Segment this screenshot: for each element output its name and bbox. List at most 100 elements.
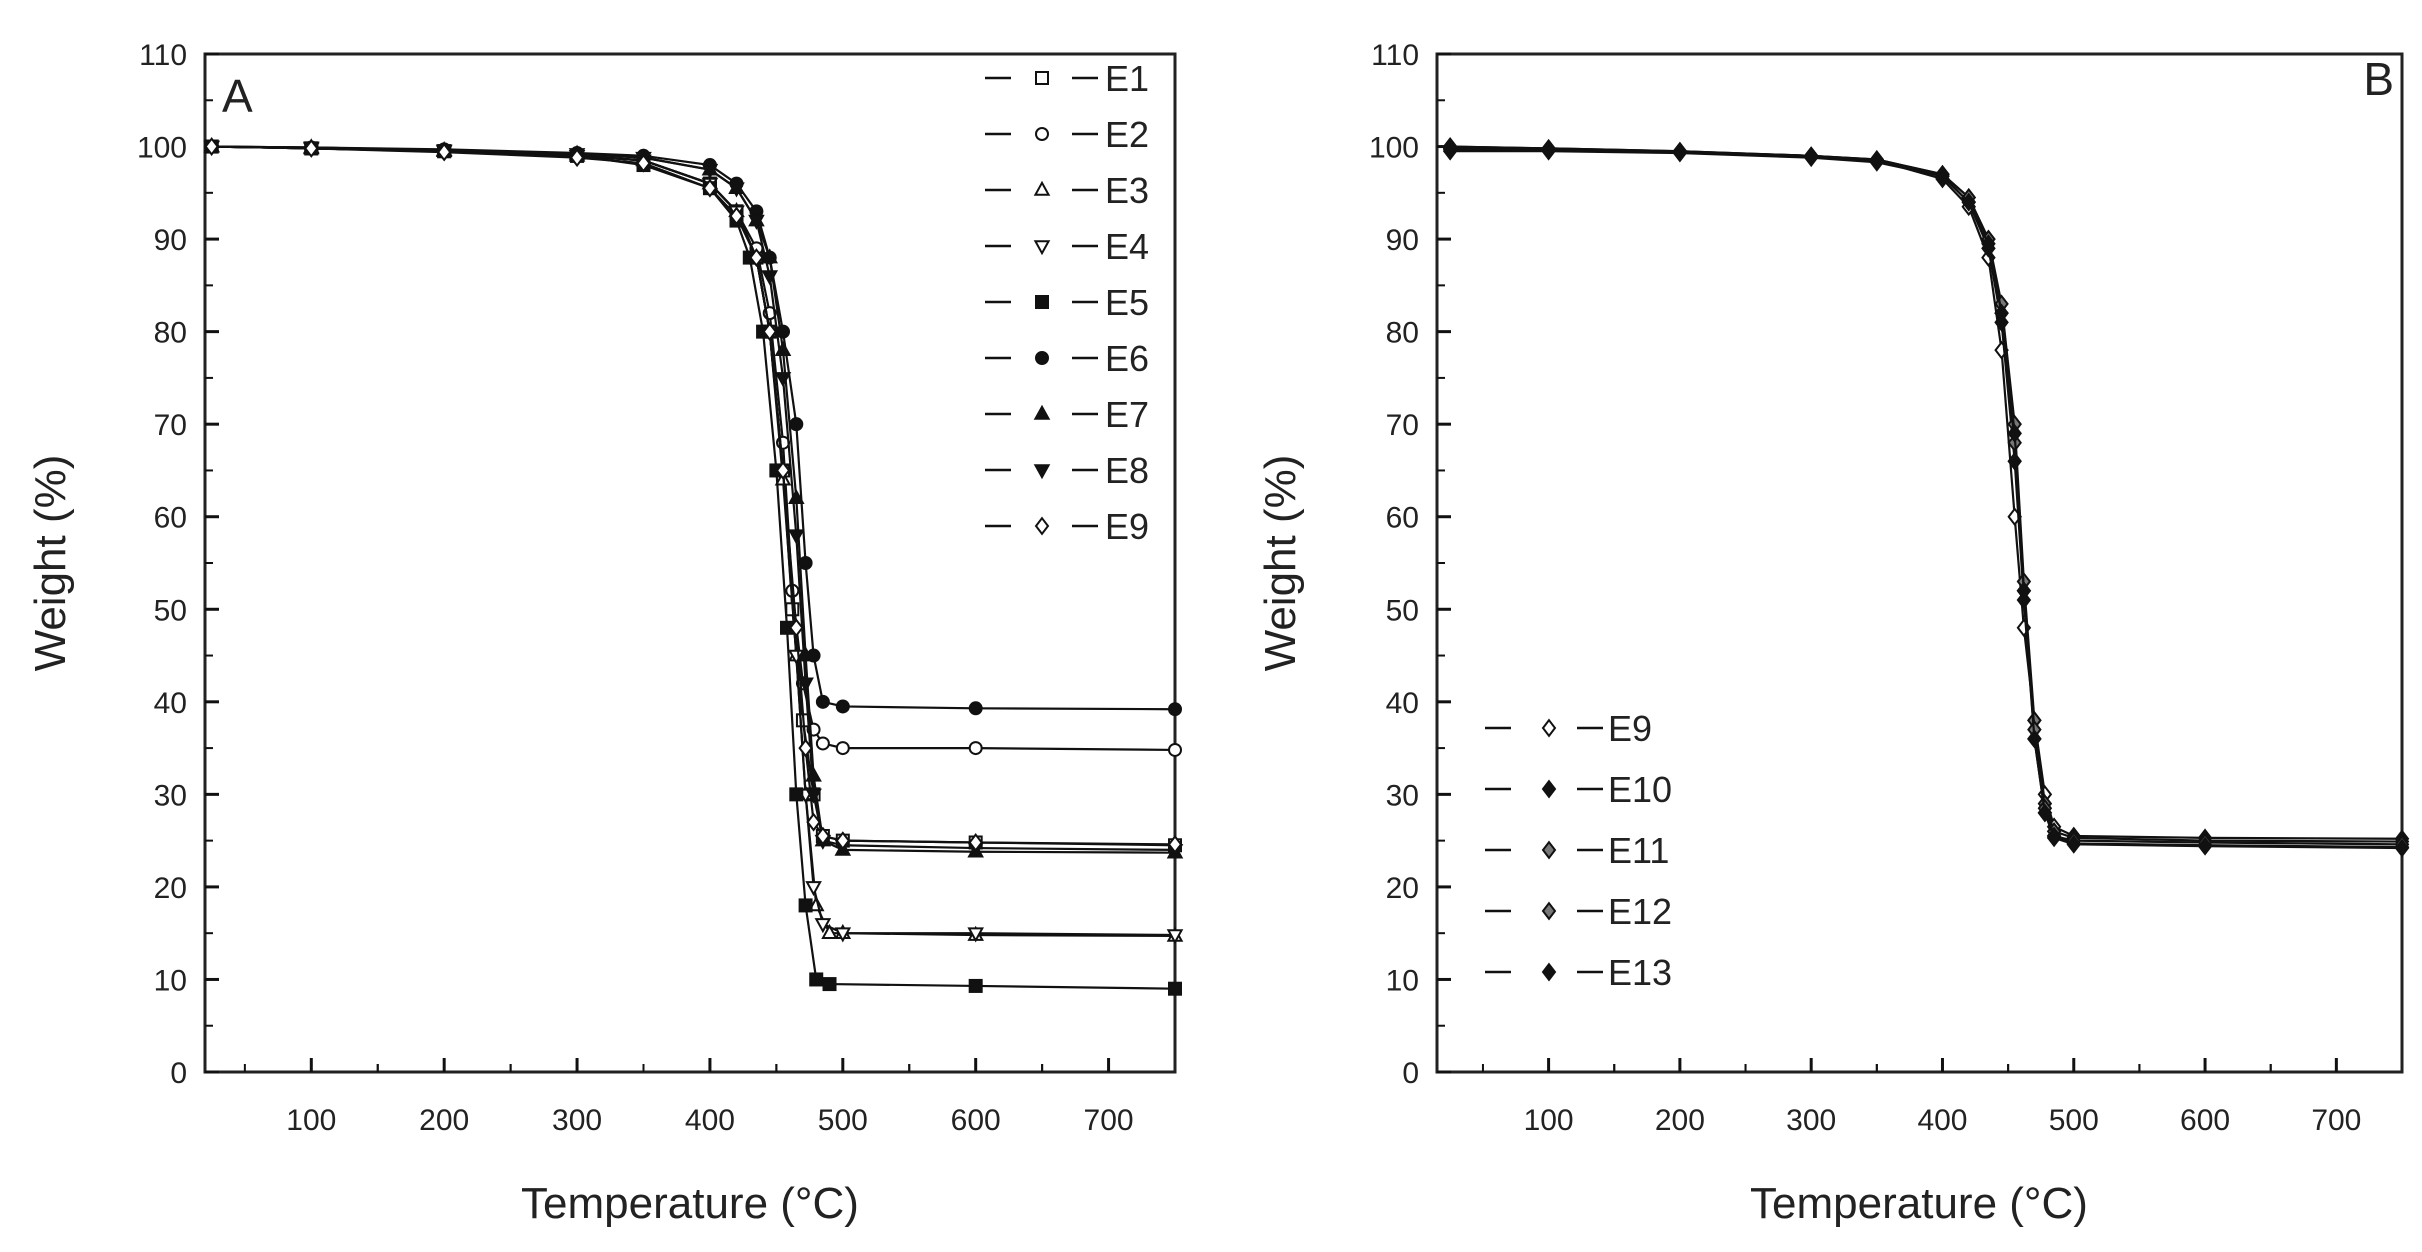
panel-a: 0 10 20 30 40 50 60 70 80 90 100 110 100 200 300 400 500… [26, 39, 1184, 1228]
y-tick-label: 50 [1386, 594, 1419, 627]
data-point [1869, 150, 1885, 170]
x-tick-label: 600 [2180, 1104, 2230, 1137]
legend-label: E4 [1105, 226, 1149, 267]
y-tick-label: 60 [154, 502, 187, 535]
x-tick-label: 300 [1786, 1104, 1836, 1137]
y-tick-label: 90 [154, 224, 187, 257]
y-tick-label: 100 [1369, 132, 1419, 165]
legend-label: E13 [1608, 952, 1672, 993]
y-tick-label: 100 [137, 132, 187, 165]
x-tick-label: 400 [685, 1104, 735, 1137]
y-tick-label: 0 [1402, 1057, 1419, 1090]
data-point [834, 927, 852, 943]
data-point [702, 178, 718, 198]
y-tick-label: 90 [1386, 224, 1419, 257]
panel-label: A [222, 70, 253, 122]
legend-marker [1541, 840, 1557, 860]
legend-item-e11: E11 [1485, 830, 1669, 871]
data-point [789, 787, 804, 802]
data-point [1803, 146, 1819, 166]
x-axis-title: Temperature (°C) [1750, 1179, 2088, 1228]
data-point [636, 153, 651, 173]
legend-marker [1033, 404, 1051, 420]
data-point [728, 182, 745, 198]
legend-label: E7 [1105, 394, 1149, 435]
y-tick-label: 110 [1371, 39, 1419, 72]
x-tick-label: 200 [1655, 1104, 1705, 1137]
data-point [1442, 139, 1458, 159]
data-point [436, 142, 452, 162]
data-point [761, 270, 779, 286]
x-tick-label: 200 [419, 1104, 469, 1137]
legend-marker [1033, 240, 1051, 256]
y-axis-title: Weight (%) [26, 455, 75, 672]
y-axis-title: Weight (%) [1256, 455, 1305, 672]
data-point [1672, 142, 1688, 162]
y-tick-label: 70 [1386, 409, 1419, 442]
legend-label: E5 [1105, 282, 1149, 323]
data-point [788, 529, 805, 545]
data-point [775, 461, 791, 480]
data-point [2007, 423, 2022, 443]
legend-marker [1541, 962, 1557, 982]
legend-label: E2 [1105, 114, 1149, 155]
data-point [1168, 981, 1182, 996]
legend-item-e2: E2 [985, 114, 1149, 155]
data-point [798, 738, 813, 758]
data-point [968, 833, 983, 852]
legend-item-e13: E13 [1485, 952, 1672, 993]
legend-label: E8 [1105, 450, 1149, 491]
data-point [798, 898, 813, 913]
x-tick-label: 700 [1084, 1104, 1134, 1137]
data-point [701, 163, 719, 179]
data-point [815, 694, 830, 709]
y-tick-label: 60 [1386, 502, 1419, 535]
legend-item-e3: E3 [985, 170, 1149, 211]
legend-label: E12 [1608, 891, 1672, 932]
legend-marker [1541, 901, 1557, 921]
x-axis-title: Temperature (°C) [521, 1179, 859, 1228]
data-point [797, 646, 814, 662]
data-point [805, 881, 822, 897]
data-point [967, 927, 984, 943]
data-point [821, 923, 838, 939]
x-tick-label: 100 [1524, 1104, 1574, 1137]
y-tick-label: 40 [1386, 687, 1419, 720]
legend-label: E9 [1608, 708, 1652, 749]
legend-marker [1035, 295, 1049, 309]
data-point [1168, 702, 1182, 717]
data-point [1994, 303, 2009, 323]
data-point [1935, 166, 1950, 186]
y-tick-label: 10 [1386, 964, 1419, 997]
legend-label: E1 [1105, 58, 1149, 99]
data-point [814, 918, 832, 934]
data-point [2016, 581, 2032, 601]
y-tick-label: 30 [1386, 779, 1419, 812]
legend-item-e5: E5 [985, 282, 1149, 323]
x-tick-label: 500 [818, 1104, 868, 1137]
x-tick-label: 100 [286, 1104, 336, 1137]
data-point [809, 972, 824, 987]
data-point [2197, 836, 2213, 856]
legend-item-e10: E10 [1485, 769, 1672, 810]
data-point [835, 699, 850, 714]
data-point [1961, 192, 1976, 212]
data-point [789, 417, 804, 432]
data-point [749, 248, 764, 268]
x-tick-label: 300 [552, 1104, 602, 1137]
legend-marker [1035, 127, 1049, 141]
y-tick-label: 110 [139, 39, 187, 72]
data-point [1981, 234, 1996, 254]
data-point [304, 138, 319, 158]
data-point [815, 826, 831, 846]
legend-item-e1: E1 [985, 58, 1149, 99]
panel-label: B [2363, 53, 2394, 105]
legend-marker [1035, 71, 1049, 85]
legend-label: E11 [1608, 830, 1669, 871]
legend-item-e9: E9 [1485, 708, 1652, 749]
y-tick-label: 20 [154, 872, 187, 905]
data-point [748, 214, 765, 230]
y-tick-label: 70 [154, 409, 187, 442]
